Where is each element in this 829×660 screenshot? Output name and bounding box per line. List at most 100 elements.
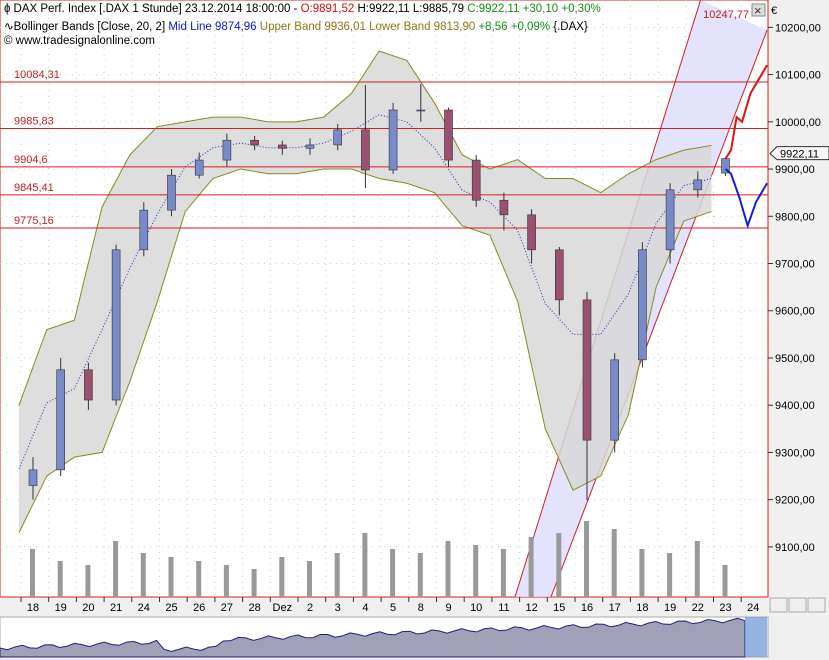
level-label: 10084,31 bbox=[14, 69, 60, 81]
high-low-values: H:9922,11 L:9885,79 bbox=[354, 3, 468, 15]
header-line-1: ɸ DAX Perf. Index [.DAX 1 Stunde] 23.12.… bbox=[4, 3, 601, 15]
volume-bar bbox=[445, 541, 451, 597]
y-tick-label: 10000,00 bbox=[775, 117, 821, 129]
candle-body bbox=[444, 109, 453, 161]
volume-bar bbox=[611, 529, 617, 597]
volume-bar bbox=[196, 561, 202, 597]
navigator-window[interactable] bbox=[745, 617, 767, 657]
x-tick-label: 18 bbox=[27, 602, 39, 614]
candle-body bbox=[194, 159, 204, 176]
candle-body bbox=[305, 144, 315, 149]
volume-bar bbox=[639, 549, 645, 597]
y-tick-label: 9700,00 bbox=[775, 259, 815, 271]
y-tick-label: 9400,00 bbox=[775, 400, 815, 412]
target-label: 10247,77 bbox=[703, 9, 749, 21]
forecast-down-line bbox=[724, 168, 768, 229]
candle-body bbox=[610, 359, 620, 441]
x-tick-label: 20 bbox=[82, 602, 94, 614]
x-tick-label: 10 bbox=[470, 602, 482, 614]
x-tick-label: 18 bbox=[636, 602, 648, 614]
volume-bar bbox=[417, 553, 423, 597]
candle-body bbox=[693, 179, 703, 191]
chart-style-button[interactable] bbox=[807, 597, 826, 613]
ohlc-icon: ɸ bbox=[4, 3, 14, 15]
x-tick-label: 27 bbox=[221, 602, 233, 614]
y-tick-label: 9600,00 bbox=[775, 306, 815, 318]
close-value: C:9922,11 +30,10 +0,30% bbox=[467, 3, 601, 15]
volume-bar bbox=[85, 565, 91, 597]
x-tick-label: 22 bbox=[692, 602, 704, 614]
candle-body bbox=[499, 199, 509, 216]
open-value: O:9891,52 bbox=[300, 3, 355, 15]
volume-bar bbox=[279, 557, 285, 597]
x-tick-label: 24 bbox=[138, 602, 150, 614]
volume-bar bbox=[528, 537, 534, 597]
volume-bar bbox=[362, 533, 368, 597]
candle-body bbox=[333, 129, 343, 146]
level-label: 9904,6 bbox=[14, 154, 48, 166]
x-tick-label: 19 bbox=[664, 602, 676, 614]
candle-body bbox=[471, 159, 481, 201]
close-icon: × bbox=[754, 3, 762, 18]
close-chart-button[interactable] bbox=[751, 3, 766, 17]
volume-bar bbox=[223, 565, 229, 597]
study-icon: ∿ bbox=[4, 21, 14, 33]
x-tick-label: 8 bbox=[418, 602, 424, 614]
scroll-left-button[interactable] bbox=[769, 597, 788, 613]
y-tick-label: 9300,00 bbox=[775, 447, 815, 459]
volume-bar bbox=[584, 521, 589, 597]
y-tick-label: 9900,00 bbox=[775, 164, 815, 176]
header-line-2[interactable]: ∿Bollinger Bands [Close, 20, 2] Mid Line… bbox=[4, 19, 588, 33]
volume-bar bbox=[334, 553, 340, 597]
x-tick-label: 15 bbox=[553, 602, 565, 614]
volume-bar bbox=[473, 545, 479, 597]
x-tick-label: 2 bbox=[307, 602, 313, 614]
currency-label: € bbox=[771, 5, 777, 17]
candle-body bbox=[582, 299, 592, 441]
copyright: © www.tradesignalonline.com bbox=[4, 35, 156, 47]
volume-bar bbox=[57, 561, 63, 597]
x-tick-label: 21 bbox=[110, 602, 122, 614]
candle-body bbox=[139, 209, 149, 251]
candle-body bbox=[554, 249, 564, 301]
y-tick-label: 9500,00 bbox=[775, 353, 815, 365]
x-tick-label: 16 bbox=[581, 602, 593, 614]
x-tick-label: 19 bbox=[55, 602, 67, 614]
volume-bar bbox=[722, 565, 728, 597]
y-tick-label: 10200,00 bbox=[775, 22, 821, 34]
x-tick-label: 28 bbox=[248, 602, 260, 614]
x-tick-label: 5 bbox=[390, 602, 396, 614]
volume-bar bbox=[500, 549, 506, 597]
band-change: +8,56 +0,09% bbox=[478, 21, 554, 33]
volume-bar bbox=[694, 541, 700, 597]
x-tick-label: 26 bbox=[193, 602, 205, 614]
trend-channel-line[interactable] bbox=[550, 30, 768, 597]
volume-bar bbox=[113, 541, 119, 597]
price-axis[interactable] bbox=[769, 0, 829, 597]
candle-body bbox=[250, 139, 259, 146]
volume-bar bbox=[251, 569, 257, 597]
y-tick-label: 10100,00 bbox=[775, 70, 821, 82]
zoom-fit-button[interactable] bbox=[788, 597, 807, 613]
x-tick-label: Dez bbox=[273, 602, 293, 614]
bollinger-fill bbox=[19, 50, 712, 533]
last-price-label: 9922,11 bbox=[780, 149, 819, 161]
y-tick-label: 9100,00 bbox=[775, 542, 815, 554]
x-tick-label: 24 bbox=[747, 602, 759, 614]
x-tick-label: 11 bbox=[498, 602, 509, 614]
x-tick-label: 12 bbox=[525, 602, 537, 614]
plot-layer bbox=[0, 0, 768, 597]
last-price-marker bbox=[769, 146, 829, 161]
band-values: Upper Band 9936,01 Lower Band 9813,90 bbox=[259, 21, 479, 33]
candle-body bbox=[416, 109, 426, 112]
candle-body bbox=[167, 174, 176, 211]
candle-body bbox=[388, 109, 398, 171]
candle-body bbox=[665, 189, 675, 251]
mid-band-line bbox=[18, 114, 712, 470]
x-tick-label: 25 bbox=[165, 602, 177, 614]
candle-body bbox=[111, 249, 121, 401]
volume-bar bbox=[30, 549, 35, 597]
candle-body bbox=[361, 129, 370, 171]
x-tick-label: 3 bbox=[335, 602, 341, 614]
